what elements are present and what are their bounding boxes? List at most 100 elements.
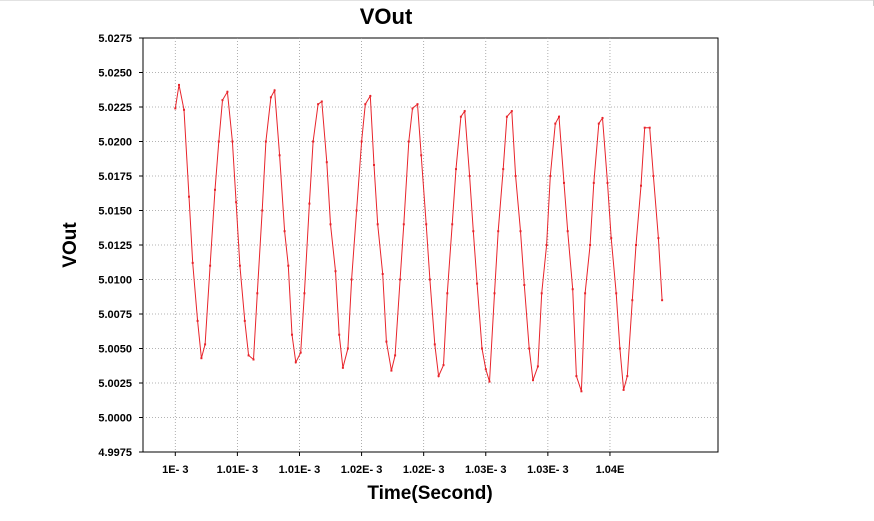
series-point <box>235 201 238 204</box>
series-point <box>437 375 440 378</box>
x-tick-label: 1.01E- 3 <box>217 464 259 476</box>
series-point <box>200 357 203 360</box>
series-point <box>407 140 410 143</box>
series-point <box>221 99 224 102</box>
series-point <box>425 223 428 226</box>
series-point <box>373 164 375 166</box>
series-point <box>472 230 475 233</box>
series-point <box>597 122 600 125</box>
series-point <box>178 83 180 86</box>
series-point <box>463 110 466 113</box>
series-point <box>571 288 574 291</box>
series-point <box>652 175 655 177</box>
series-point <box>174 107 177 110</box>
series-point <box>376 223 379 226</box>
series-point <box>283 230 286 233</box>
series-point <box>226 90 229 93</box>
y-tick-label: 5.0250 <box>98 68 132 80</box>
series-line <box>174 84 663 392</box>
series-point <box>291 333 293 336</box>
series-point <box>399 278 402 281</box>
series-point <box>519 230 522 233</box>
series-point <box>317 103 320 106</box>
y-tick-label: 5.0025 <box>98 378 132 390</box>
series-point <box>247 354 250 357</box>
series-point <box>411 107 414 110</box>
series-point <box>243 319 246 322</box>
y-tick-label: 5.0100 <box>98 275 132 287</box>
series-point <box>657 237 660 240</box>
series-point <box>505 115 508 118</box>
series-point <box>191 261 194 264</box>
y-tick-label: 5.0125 <box>98 240 132 252</box>
series-point <box>188 195 190 198</box>
series-point <box>256 292 259 295</box>
series-point <box>428 278 431 281</box>
series-point <box>468 175 471 177</box>
y-tick-label: 5.0075 <box>98 309 132 321</box>
series-point <box>622 388 625 391</box>
series-point <box>558 115 560 118</box>
series-point <box>433 343 436 346</box>
top-border-line <box>0 0 874 1</box>
series-point <box>320 100 323 103</box>
y-tick-label: 5.0200 <box>98 137 132 149</box>
series-point <box>566 230 569 233</box>
chart-title: VOut <box>360 4 413 29</box>
series-point <box>308 202 311 205</box>
series-point <box>536 365 539 368</box>
series-point <box>493 292 496 295</box>
series-point <box>618 347 621 350</box>
series-point <box>402 223 405 226</box>
series-point <box>484 368 487 371</box>
series-point <box>355 209 358 212</box>
series-layer <box>174 83 664 393</box>
series-point <box>635 244 637 246</box>
series-point <box>269 96 272 99</box>
y-tick-label: 5.0150 <box>98 206 132 218</box>
x-tick-label: 1.02E- 3 <box>403 464 445 476</box>
x-tick-label: 1.01E- 3 <box>279 464 321 476</box>
series-point <box>209 264 212 267</box>
series-point <box>606 181 609 184</box>
series-point <box>631 299 634 302</box>
series-point <box>661 299 664 302</box>
series-point <box>549 175 552 177</box>
series-point <box>231 140 234 143</box>
y-tick-label: 4.9975 <box>98 447 132 459</box>
series-point <box>580 390 583 393</box>
series-point <box>497 230 500 233</box>
y-tick-label: 5.0175 <box>98 171 132 183</box>
x-axis-ticks: 1E- 3 1.01E- 3 1.01E- 3 1.02E- 3 1.02E- 3 1.0… <box>162 452 624 476</box>
series-point <box>476 282 479 285</box>
series-point <box>528 347 531 350</box>
x-axis-title: Time(Second) <box>367 483 492 504</box>
series-point <box>261 209 264 212</box>
x-tick-label: 1.02E- 3 <box>341 464 383 476</box>
series-point <box>589 244 592 246</box>
series-point <box>523 284 526 286</box>
series-point <box>334 270 337 273</box>
series-point <box>287 264 290 267</box>
y-tick-label: 5.0000 <box>98 413 132 425</box>
series-point <box>510 110 513 113</box>
series-point <box>459 115 462 118</box>
series-point <box>238 264 241 267</box>
series-point <box>502 168 505 171</box>
series-point <box>584 292 587 295</box>
series-point <box>278 154 281 157</box>
x-tick-label: 1.04E <box>596 464 625 476</box>
series-point <box>575 375 578 378</box>
series-point <box>446 292 449 295</box>
series-point <box>481 347 483 350</box>
grid-lines <box>143 38 718 452</box>
y-tick-label: 5.0050 <box>98 344 132 356</box>
series-point <box>455 168 457 171</box>
series-point <box>488 380 491 383</box>
series-point <box>364 103 367 106</box>
series-point <box>554 122 557 125</box>
x-tick-label: 1E- 3 <box>162 464 188 476</box>
series-point <box>264 140 267 143</box>
series-point <box>643 126 646 129</box>
